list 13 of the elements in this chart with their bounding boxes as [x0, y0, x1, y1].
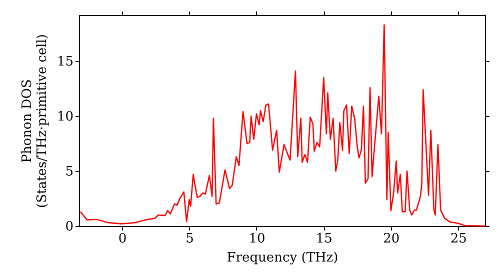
x-axis-title: Frequency (THz)	[226, 250, 338, 266]
x-tick-label: 10	[248, 232, 266, 246]
y-tick-label: 15	[56, 54, 74, 70]
y-tick-label: 10	[56, 110, 74, 125]
x-tick-label: 0	[118, 232, 127, 246]
x-tick-label: 15	[316, 232, 332, 246]
y-tick-label: 5	[65, 164, 74, 180]
line-series	[80, 24, 486, 227]
y-tick-label: 0	[65, 220, 74, 234]
x-tick-label: 20	[383, 232, 400, 246]
x-tick-label: 25	[450, 232, 467, 246]
y-axis-title: Phonon DOS (States/THz·primitive cell)	[20, 34, 50, 208]
x-tick-label: 5	[186, 232, 194, 246]
